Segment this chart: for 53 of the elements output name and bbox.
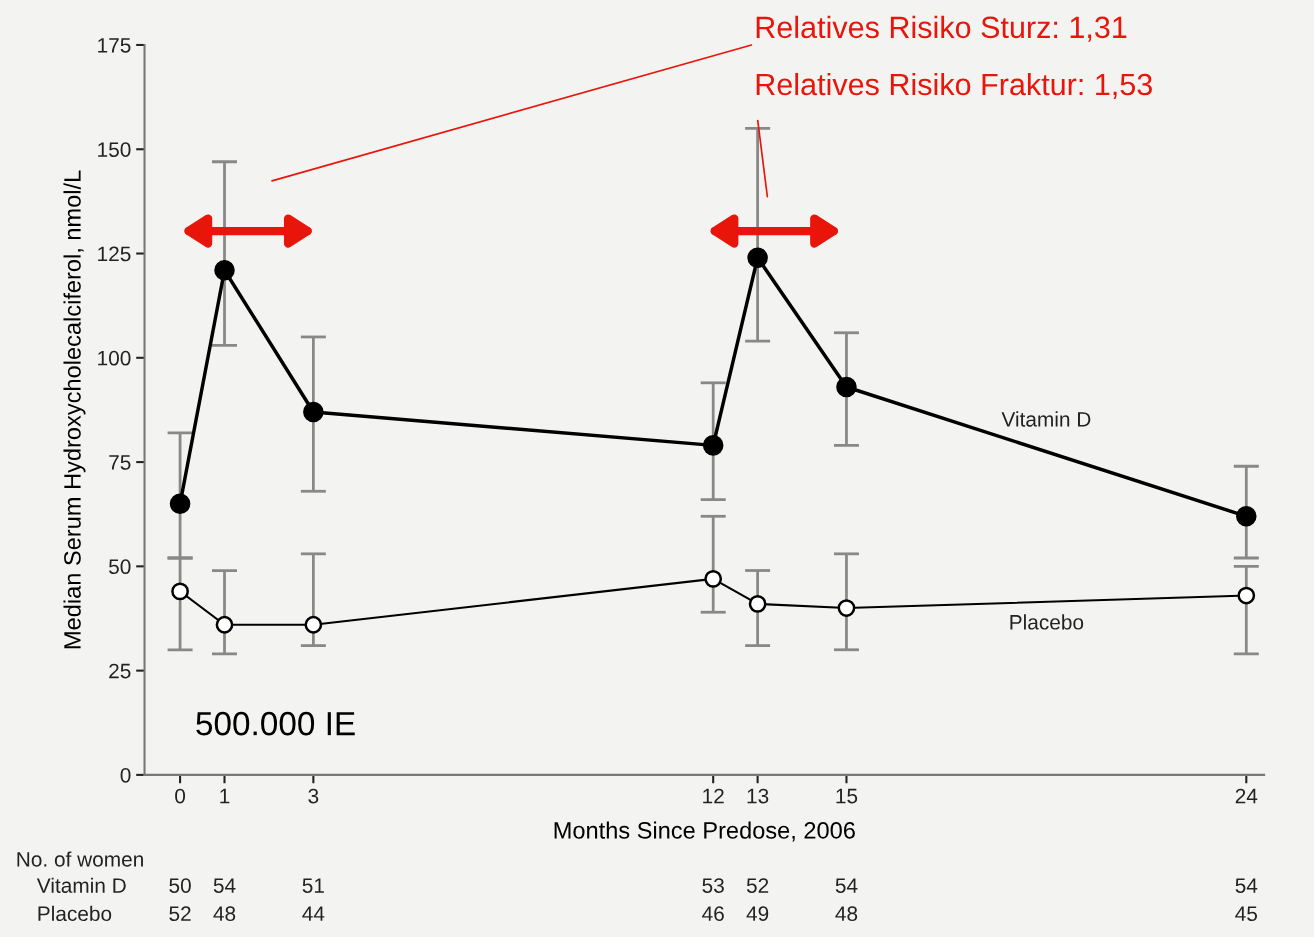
text: 46 bbox=[702, 906, 724, 922]
annotation: Relatives Risiko Fraktur: 1,53 bbox=[756, 72, 1152, 99]
text: 53 bbox=[702, 878, 724, 893]
series-label: Placebo bbox=[1010, 614, 1084, 630]
text: 54 bbox=[1235, 878, 1258, 893]
text: Vitamin D bbox=[36, 877, 126, 893]
text: Placebo bbox=[38, 905, 112, 922]
y-tick-label: 175 bbox=[98, 38, 131, 53]
y-tick-label: 75 bbox=[109, 455, 131, 470]
text: 54 bbox=[213, 878, 236, 893]
point bbox=[837, 599, 856, 617]
text: 48 bbox=[835, 906, 858, 922]
text: No. of women bbox=[17, 851, 143, 867]
series-label: Vitamin D bbox=[1001, 411, 1091, 427]
text: 49 bbox=[746, 906, 769, 922]
x-axis-title: Months Since Predose, 2006 bbox=[554, 821, 855, 842]
point bbox=[215, 615, 234, 634]
point bbox=[748, 595, 767, 613]
point bbox=[1236, 506, 1257, 527]
point bbox=[704, 569, 723, 588]
text: 45 bbox=[1235, 906, 1258, 922]
point bbox=[303, 401, 324, 423]
y-tick-label: 50 bbox=[109, 559, 131, 575]
text: 54 bbox=[835, 878, 858, 893]
x-tick-label: 3 bbox=[308, 788, 319, 804]
point bbox=[836, 376, 857, 398]
text: 48 bbox=[213, 906, 236, 922]
x-tick-label: 12 bbox=[703, 788, 724, 804]
y-tick-label: 150 bbox=[98, 142, 131, 157]
text: Relatives Risiko Sturz: 1,31 bbox=[756, 15, 1127, 42]
text: 51 bbox=[302, 878, 324, 893]
y-tick-label: 0 bbox=[120, 767, 131, 783]
y-axis-title: Median Serum Hydroxycholecalciferol, nmol/L bbox=[63, 170, 86, 649]
point bbox=[1237, 586, 1256, 605]
y-tick-label: 25 bbox=[109, 663, 131, 679]
x-tick-label: 1 bbox=[220, 788, 230, 804]
point bbox=[702, 435, 724, 456]
x-tick-label: 13 bbox=[747, 788, 769, 804]
text: 52 bbox=[169, 906, 191, 922]
x-tick-label: 0 bbox=[175, 788, 186, 804]
x-tick-label: 24 bbox=[1235, 788, 1258, 804]
y-tick-label: 125 bbox=[98, 246, 131, 262]
text: 44 bbox=[302, 906, 325, 921]
x-tick-label: 15 bbox=[836, 788, 858, 804]
text: 52 bbox=[746, 878, 769, 893]
point bbox=[171, 582, 189, 601]
point bbox=[304, 615, 323, 634]
y-tick-label: 100 bbox=[98, 350, 131, 366]
point bbox=[169, 493, 191, 515]
point bbox=[747, 247, 768, 268]
annotation: 500.000 IE bbox=[196, 711, 355, 736]
point bbox=[214, 259, 235, 281]
text: 50 bbox=[169, 878, 191, 893]
